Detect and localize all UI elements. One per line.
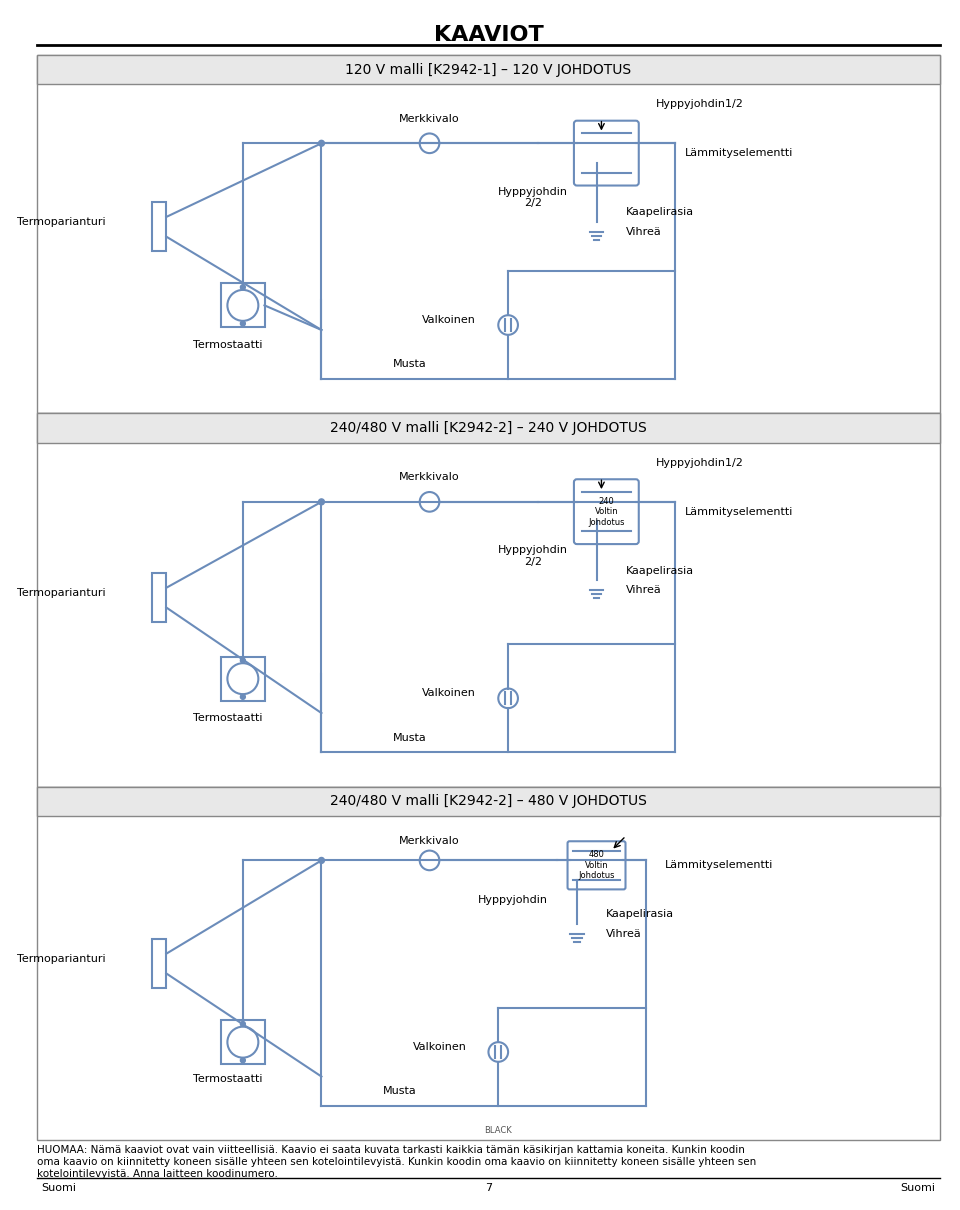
Text: Lämmityselementti: Lämmityselementti: [684, 148, 793, 159]
Circle shape: [420, 492, 440, 512]
FancyBboxPatch shape: [574, 479, 638, 544]
Text: Termoparianturi: Termoparianturi: [16, 217, 106, 227]
Text: Termostaatti: Termostaatti: [193, 1074, 263, 1084]
Text: Merkkivalo: Merkkivalo: [399, 114, 460, 123]
Text: Kaapelirasia: Kaapelirasia: [626, 565, 694, 576]
Bar: [36, 786, 941, 1140]
Text: Vihreä: Vihreä: [626, 586, 661, 595]
FancyBboxPatch shape: [574, 121, 638, 185]
Text: 240
Voltin
Johdotus: 240 Voltin Johdotus: [588, 497, 625, 526]
Text: Suomi: Suomi: [41, 1182, 77, 1193]
Bar: [36, 54, 941, 85]
Text: Kaapelirasia: Kaapelirasia: [607, 910, 675, 920]
Text: Hyppyjohdin1/2: Hyppyjohdin1/2: [656, 457, 743, 467]
Circle shape: [420, 851, 440, 870]
Bar: [221, 657, 265, 701]
Circle shape: [498, 688, 518, 708]
Circle shape: [240, 284, 246, 289]
Text: Kaapelirasia: Kaapelirasia: [626, 207, 694, 217]
Circle shape: [228, 290, 258, 321]
Bar: [36, 414, 941, 786]
Text: Termostaatti: Termostaatti: [193, 340, 263, 350]
Text: Vihreä: Vihreä: [607, 929, 642, 939]
Bar: [36, 786, 941, 817]
Bar: [221, 283, 265, 328]
Circle shape: [240, 1058, 246, 1062]
Text: Termostaatti: Termostaatti: [193, 713, 263, 722]
Text: Hyppyjohdin: Hyppyjohdin: [478, 894, 548, 905]
Text: 240/480 V malli [K2942-2] – 480 V JOHDOTUS: 240/480 V malli [K2942-2] – 480 V JOHDOT…: [330, 795, 647, 808]
Text: Lämmityselementti: Lämmityselementti: [684, 507, 793, 517]
Text: Merkkivalo: Merkkivalo: [399, 836, 460, 846]
Circle shape: [420, 133, 440, 154]
Text: 480
Voltin
Johdotus: 480 Voltin Johdotus: [578, 851, 614, 880]
Circle shape: [228, 663, 258, 695]
Circle shape: [240, 658, 246, 663]
Text: Vihreä: Vihreä: [626, 226, 661, 237]
Text: Musta: Musta: [393, 732, 427, 743]
Circle shape: [319, 140, 324, 146]
Text: HUOMAA: Nämä kaaviot ovat vain viitteellisiä. Kaavio ei saata kuvata tarkasti ka: HUOMAA: Nämä kaaviot ovat vain viitteell…: [36, 1146, 756, 1179]
Circle shape: [240, 1021, 246, 1026]
Text: 7: 7: [485, 1182, 492, 1193]
Text: Musta: Musta: [393, 359, 427, 369]
Text: Hyppyjohdin
2/2: Hyppyjohdin 2/2: [497, 186, 567, 208]
Text: Lämmityselementti: Lämmityselementti: [665, 860, 774, 870]
Circle shape: [240, 321, 246, 325]
Text: 120 V malli [K2942-1] – 120 V JOHDOTUS: 120 V malli [K2942-1] – 120 V JOHDOTUS: [346, 63, 632, 76]
Circle shape: [498, 315, 518, 335]
Circle shape: [240, 695, 246, 699]
Text: Hyppyjohdin
2/2: Hyppyjohdin 2/2: [497, 544, 567, 566]
Text: Valkoinen: Valkoinen: [422, 315, 476, 325]
Text: Hyppyjohdin1/2: Hyppyjohdin1/2: [656, 99, 743, 109]
Text: Merkkivalo: Merkkivalo: [399, 472, 460, 483]
Circle shape: [489, 1042, 508, 1062]
Text: Suomi: Suomi: [900, 1182, 935, 1193]
Bar: [153, 574, 166, 622]
Text: Valkoinen: Valkoinen: [422, 688, 476, 698]
Circle shape: [228, 1026, 258, 1058]
Text: Musta: Musta: [383, 1087, 417, 1096]
Text: BLACK: BLACK: [485, 1127, 513, 1135]
Bar: [221, 1020, 265, 1065]
Bar: [153, 202, 166, 252]
Bar: [36, 414, 941, 443]
Circle shape: [319, 499, 324, 505]
Text: Termoparianturi: Termoparianturi: [16, 953, 106, 963]
Text: Termoparianturi: Termoparianturi: [16, 588, 106, 598]
Text: KAAVIOT: KAAVIOT: [434, 25, 543, 45]
Bar: [153, 939, 166, 989]
Text: 240/480 V malli [K2942-2] – 240 V JOHDOTUS: 240/480 V malli [K2942-2] – 240 V JOHDOT…: [330, 421, 647, 436]
FancyBboxPatch shape: [567, 841, 626, 889]
Bar: [36, 54, 941, 414]
Circle shape: [319, 858, 324, 864]
Text: Valkoinen: Valkoinen: [413, 1042, 467, 1051]
